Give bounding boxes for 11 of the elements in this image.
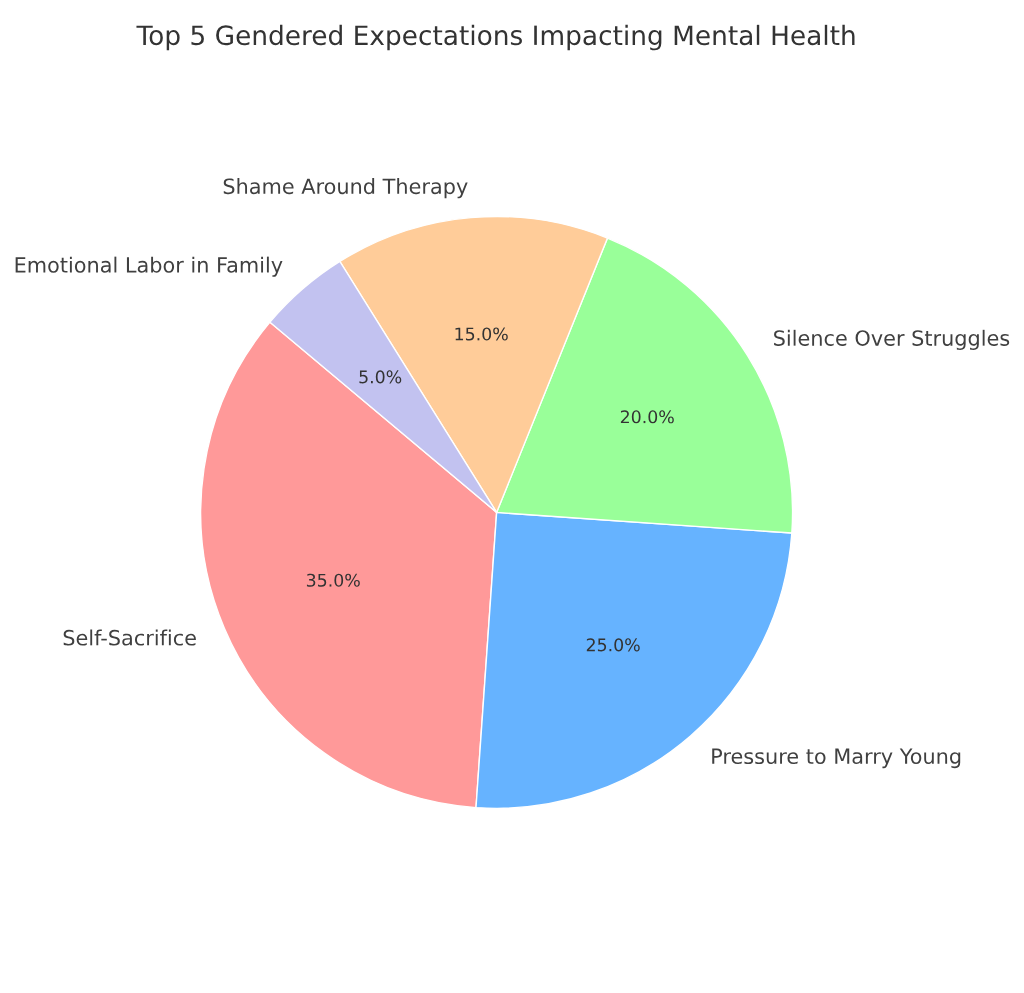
slice-label: Shame Around Therapy xyxy=(223,178,468,199)
data-label: 5.0% xyxy=(359,370,402,384)
data-label: 35.0% xyxy=(306,573,360,587)
data-label: 20.0% xyxy=(620,410,674,424)
slice-label: Silence Over Struggles xyxy=(774,329,1010,350)
chart-title: Top 5 Gendered Expectations Impacting Mental Health xyxy=(136,24,855,51)
slice-label: Self-Sacrifice xyxy=(63,629,196,646)
slice-label: Pressure to Marry Young xyxy=(712,748,961,769)
data-label: 15.0% xyxy=(455,327,508,341)
slice-label: Emotional Labor in Family xyxy=(15,256,283,277)
data-label: 25.0% xyxy=(586,638,640,652)
